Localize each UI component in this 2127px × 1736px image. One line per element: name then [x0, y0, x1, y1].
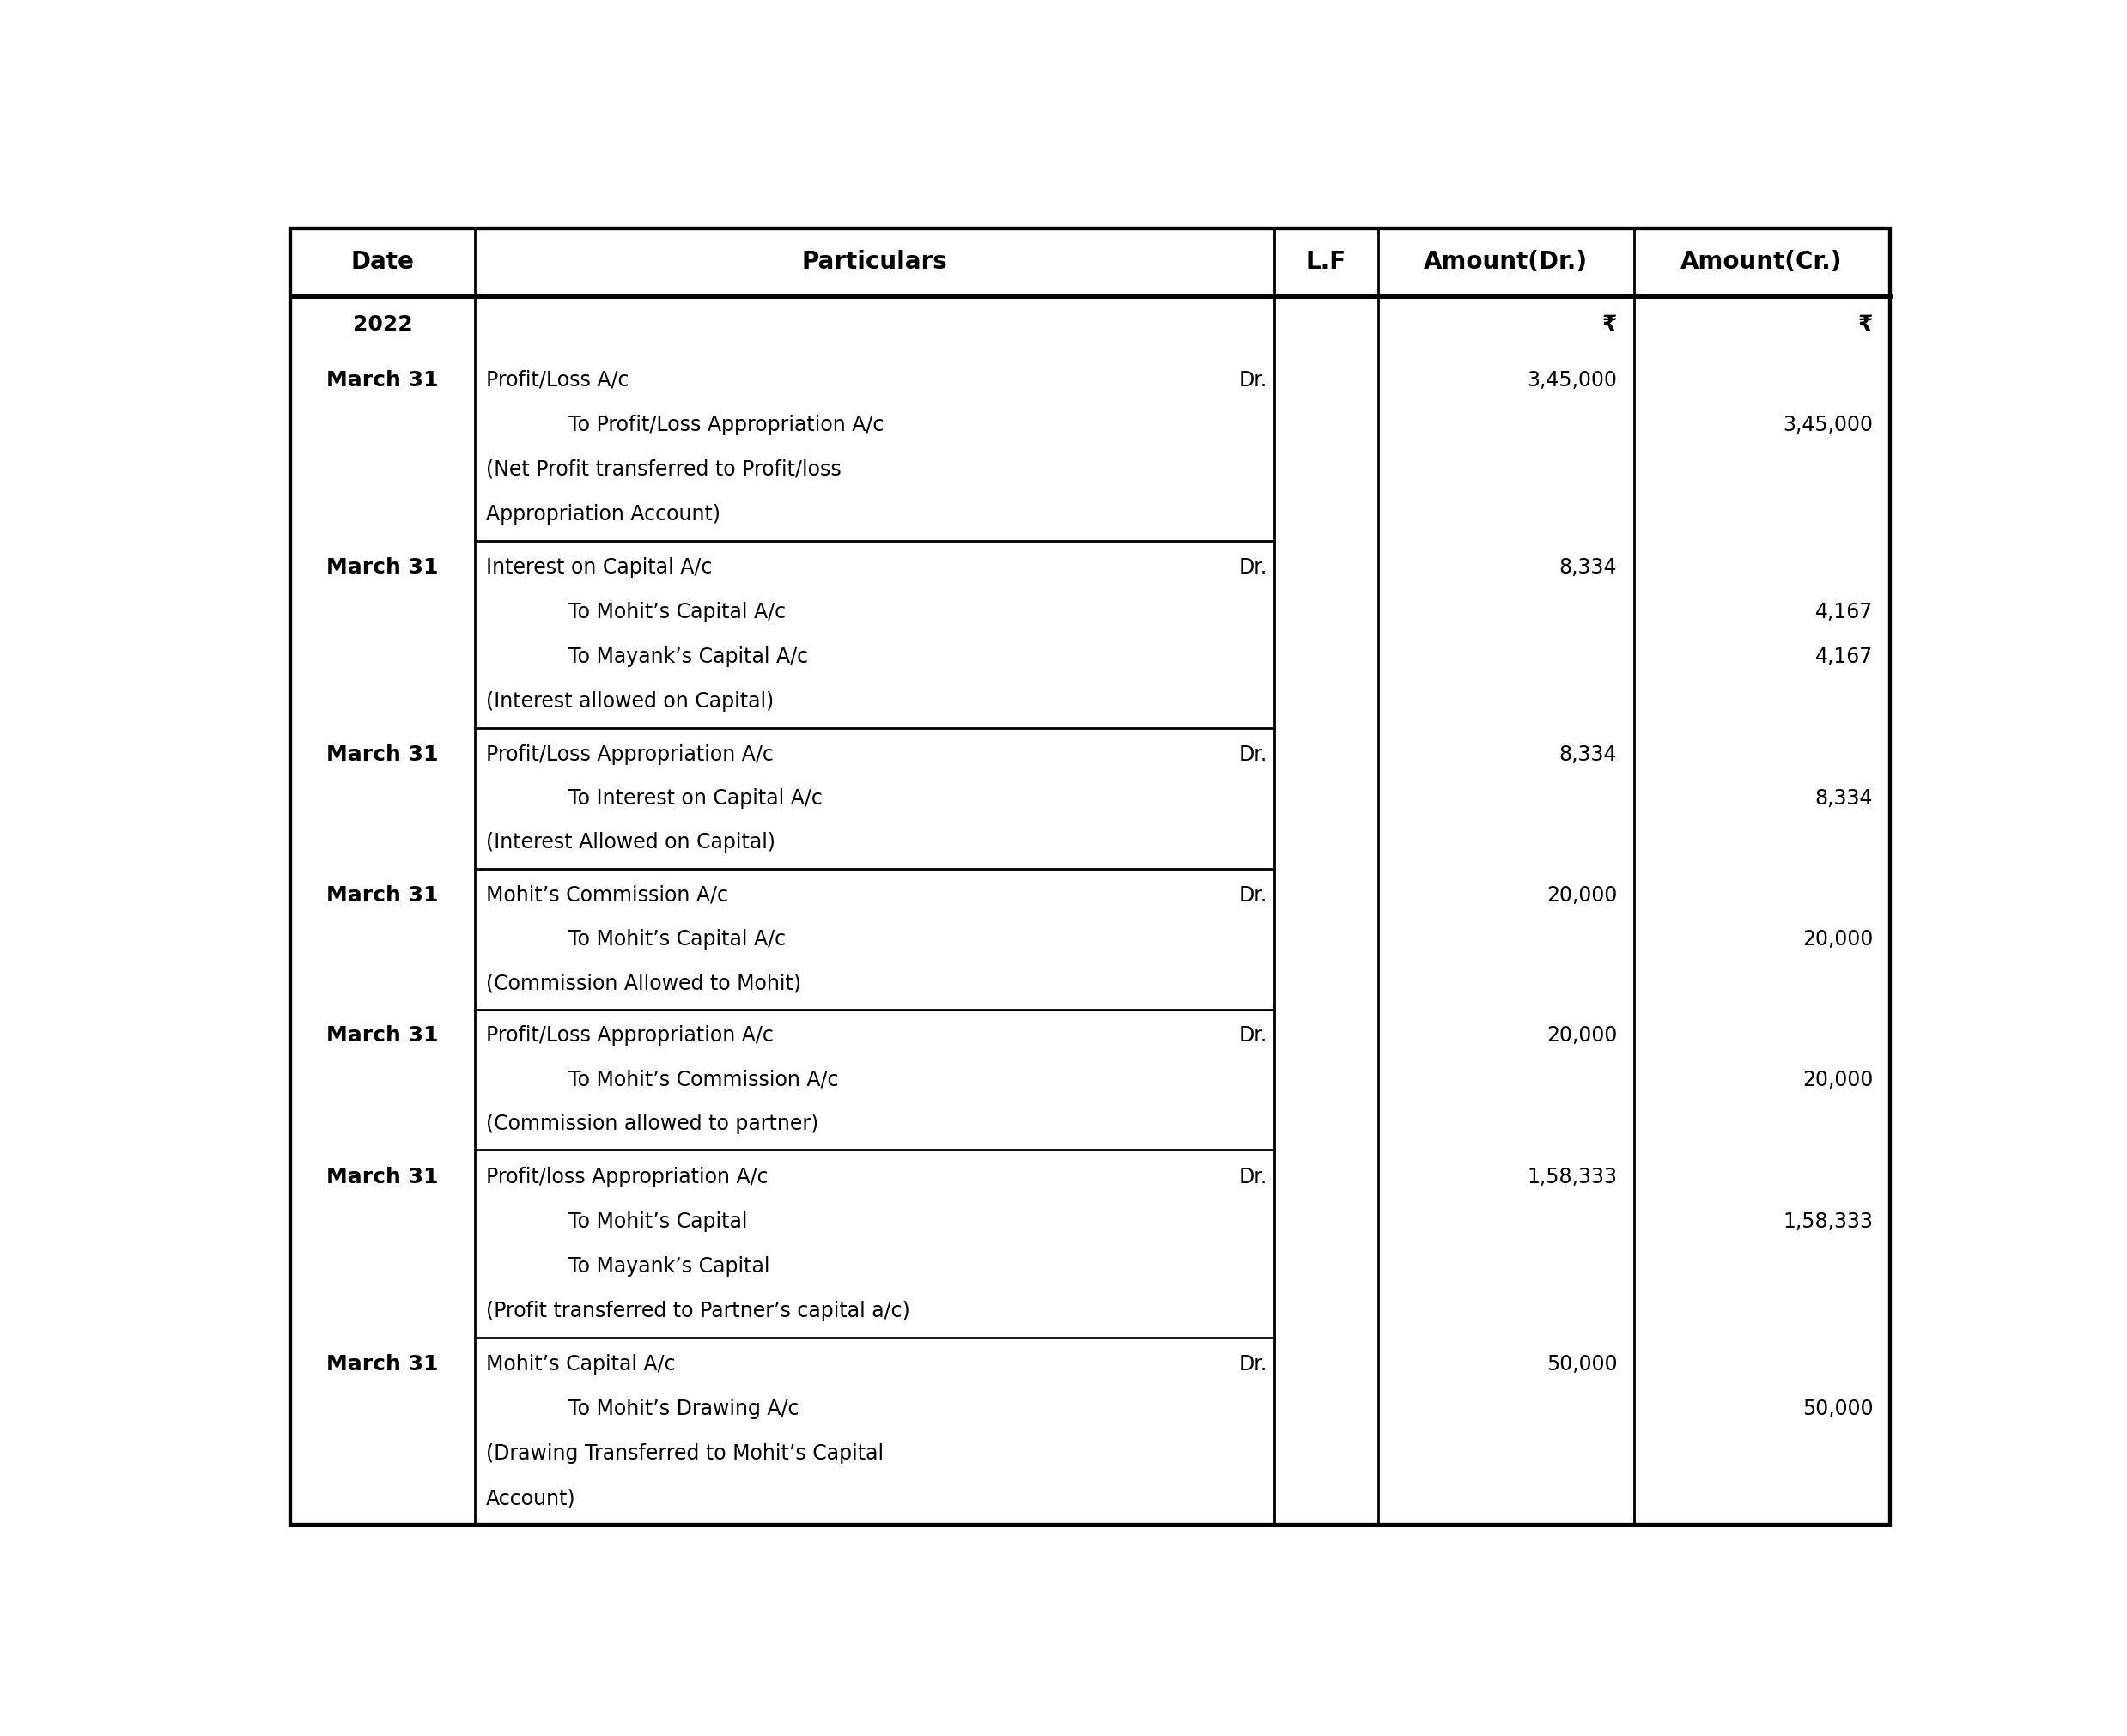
Text: 20,000: 20,000 [1802, 1069, 1874, 1090]
Text: March 31: March 31 [328, 1354, 438, 1375]
Text: Amount(Dr.): Amount(Dr.) [1423, 250, 1589, 274]
Text: (Drawing Transferred to Mohit’s Capital: (Drawing Transferred to Mohit’s Capital [487, 1443, 883, 1463]
Text: Appropriation Account): Appropriation Account) [487, 503, 721, 524]
Text: 8,334: 8,334 [1559, 745, 1617, 766]
Text: 8,334: 8,334 [1814, 788, 1874, 809]
Text: 3,45,000: 3,45,000 [1782, 415, 1874, 436]
Text: To Mohit’s Capital A/c: To Mohit’s Capital A/c [568, 602, 785, 623]
Text: (Profit transferred to Partner’s capital a/c): (Profit transferred to Partner’s capital… [487, 1300, 910, 1321]
Text: Dr.: Dr. [1238, 557, 1268, 578]
Bar [291, 1009, 1889, 1149]
Text: 8,334: 8,334 [1559, 557, 1617, 578]
Text: Account): Account) [487, 1488, 576, 1509]
Text: To Mayank’s Capital: To Mayank’s Capital [568, 1255, 770, 1276]
Text: 4,167: 4,167 [1814, 646, 1874, 667]
Text: Mohit’s Capital A/c: Mohit’s Capital A/c [487, 1354, 676, 1375]
Text: March 31: March 31 [328, 370, 438, 391]
Text: To Mayank’s Capital A/c: To Mayank’s Capital A/c [568, 646, 808, 667]
Text: 50,000: 50,000 [1802, 1399, 1874, 1420]
Text: 3,45,000: 3,45,000 [1527, 370, 1617, 391]
Text: 50,000: 50,000 [1546, 1354, 1617, 1375]
Text: Interest on Capital A/c: Interest on Capital A/c [487, 557, 713, 578]
Text: Particulars: Particulars [802, 250, 947, 274]
Text: March 31: March 31 [328, 885, 438, 906]
Text: March 31: March 31 [328, 1167, 438, 1187]
Text: 20,000: 20,000 [1546, 885, 1617, 906]
Text: (Commission Allowed to Mohit): (Commission Allowed to Mohit) [487, 972, 802, 993]
Bar [291, 540, 1889, 727]
Text: 4,167: 4,167 [1814, 602, 1874, 623]
Text: Dr.: Dr. [1238, 1167, 1268, 1187]
Text: To Interest on Capital A/c: To Interest on Capital A/c [568, 788, 823, 809]
Text: Dr.: Dr. [1238, 1026, 1268, 1047]
Text: Date: Date [351, 250, 415, 274]
Text: Profit/Loss A/c: Profit/Loss A/c [487, 370, 630, 391]
Text: (Interest Allowed on Capital): (Interest Allowed on Capital) [487, 832, 776, 852]
Text: Dr.: Dr. [1238, 370, 1268, 391]
Text: ₹: ₹ [1859, 314, 1874, 335]
Bar [291, 352, 1889, 540]
Text: (Commission allowed to partner): (Commission allowed to partner) [487, 1113, 819, 1134]
Text: Dr.: Dr. [1238, 745, 1268, 766]
Bar [291, 295, 1889, 352]
Text: To Mohit’s Capital A/c: To Mohit’s Capital A/c [568, 929, 785, 950]
Text: March 31: March 31 [328, 557, 438, 578]
Text: To Mohit’s Drawing A/c: To Mohit’s Drawing A/c [568, 1399, 800, 1420]
Text: To Profit/Loss Appropriation A/c: To Profit/Loss Appropriation A/c [568, 415, 885, 436]
Text: (Interest allowed on Capital): (Interest allowed on Capital) [487, 691, 774, 712]
Text: March 31: March 31 [328, 1026, 438, 1047]
Text: Profit/loss Appropriation A/c: Profit/loss Appropriation A/c [487, 1167, 768, 1187]
Text: March 31: March 31 [328, 745, 438, 766]
Bar [291, 229, 1889, 295]
Text: ₹: ₹ [1602, 314, 1617, 335]
Text: To Mohit’s Commission A/c: To Mohit’s Commission A/c [568, 1069, 838, 1090]
Bar [291, 868, 1889, 1009]
Text: Dr.: Dr. [1238, 885, 1268, 906]
Text: Amount(Cr.): Amount(Cr.) [1680, 250, 1842, 274]
Text: 2022: 2022 [353, 314, 413, 335]
Text: L.F: L.F [1306, 250, 1346, 274]
Bar [291, 1337, 1889, 1524]
Text: 1,58,333: 1,58,333 [1527, 1167, 1617, 1187]
Text: Profit/Loss Appropriation A/c: Profit/Loss Appropriation A/c [487, 1026, 774, 1047]
Bar [291, 727, 1889, 868]
Text: 20,000: 20,000 [1546, 1026, 1617, 1047]
Text: Dr.: Dr. [1238, 1354, 1268, 1375]
Text: To Mohit’s Capital: To Mohit’s Capital [568, 1212, 747, 1233]
Text: Mohit’s Commission A/c: Mohit’s Commission A/c [487, 885, 727, 906]
Text: 20,000: 20,000 [1802, 929, 1874, 950]
Text: 1,58,333: 1,58,333 [1782, 1212, 1874, 1233]
Text: Profit/Loss Appropriation A/c: Profit/Loss Appropriation A/c [487, 745, 774, 766]
Text: (Net Profit transferred to Profit/loss: (Net Profit transferred to Profit/loss [487, 458, 842, 479]
Bar [291, 1149, 1889, 1337]
